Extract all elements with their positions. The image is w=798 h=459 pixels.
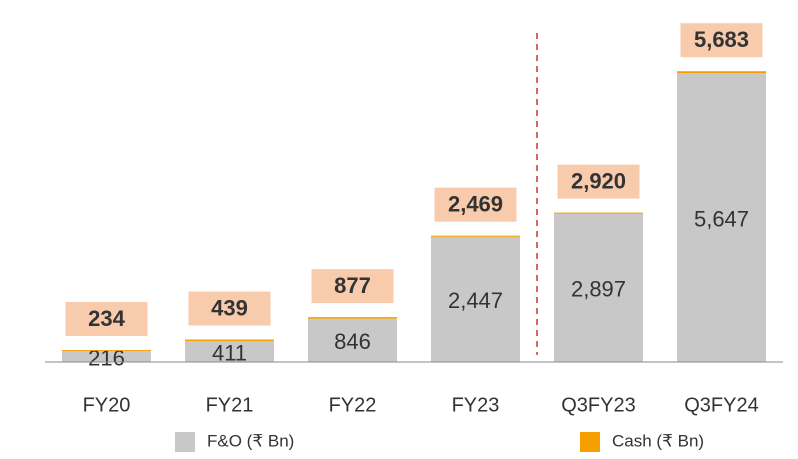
value-label: 411 [212, 340, 247, 365]
bar-segment [431, 235, 520, 237]
x-tick-label: FY20 [83, 394, 131, 416]
total-box [311, 269, 394, 304]
bar-segment [62, 350, 151, 362]
total-box [680, 23, 763, 58]
value-label: 2,447 [448, 288, 503, 313]
value-label: 2,897 [571, 277, 626, 302]
legend-swatch [580, 432, 600, 452]
bar-segment [308, 318, 397, 362]
value-label: 216 [88, 345, 125, 370]
total-label: 234 [88, 306, 125, 331]
total-label: 877 [334, 273, 371, 298]
legend-label: F&O (₹ Bn) [207, 431, 294, 450]
total-box [188, 291, 271, 326]
total-label: 439 [211, 295, 248, 320]
bar-segment [431, 236, 520, 362]
value-label: 846 [334, 329, 371, 354]
legend-swatch [175, 432, 195, 452]
bar-segment [554, 213, 643, 362]
bar-segment [62, 350, 151, 351]
bar-segment [185, 339, 274, 341]
total-label: 5,683 [694, 27, 749, 52]
bar-segment [308, 317, 397, 319]
x-tick-label: FY23 [452, 394, 500, 416]
x-tick-label: FY22 [329, 394, 377, 416]
bar-segment [554, 212, 643, 214]
value-label: 5,647 [694, 206, 749, 231]
total-label: 2,920 [571, 168, 626, 193]
total-box [434, 187, 517, 222]
bar-segment [677, 73, 766, 363]
legend-label: Cash (₹ Bn) [612, 431, 704, 450]
x-tick-label: Q3FY24 [684, 394, 758, 416]
total-box [65, 302, 148, 337]
bar-segment [185, 340, 274, 362]
total-label: 2,469 [448, 191, 503, 216]
bar-segment [677, 71, 766, 74]
total-box [557, 164, 640, 199]
x-tick-label: FY21 [206, 394, 254, 416]
x-tick-label: Q3FY23 [561, 394, 635, 416]
